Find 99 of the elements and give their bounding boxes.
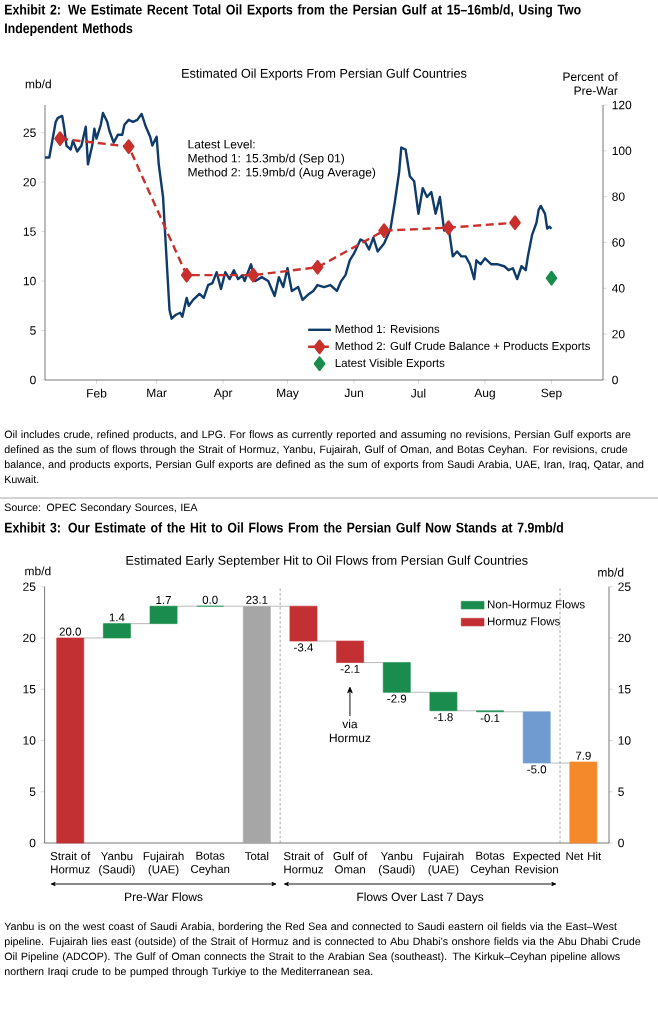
chart-title: Exhibit 2: We Estimate Recent Total Oil Exports from the Persian Gulf at 15–16mb/d, Using Two Independent Methods xyxy=(5,4,581,36)
x-tick-label: May xyxy=(277,388,299,400)
x-tick-label: Strait of Hormuz xyxy=(50,851,91,874)
y2-tick-label: 15 xyxy=(618,685,631,694)
point xyxy=(54,131,66,146)
legend-label: Hormuz Flows xyxy=(487,616,560,626)
x-tick-label: Jul xyxy=(410,388,426,398)
text: Pre-War Flows xyxy=(125,892,203,902)
point xyxy=(247,267,259,283)
text: Flows Over Last 7 Days xyxy=(357,892,484,904)
y-tick-label: 25 xyxy=(23,582,36,591)
data-label: -2.1 xyxy=(340,664,360,673)
y2-axis-title: Percent of Pre-War xyxy=(563,72,618,95)
y-tick-label: 10 xyxy=(23,276,36,286)
y2-tick-label: 40 xyxy=(611,284,625,293)
y2-tick-label: 100 xyxy=(612,146,632,156)
x-tick-label: Botas Ceyhan xyxy=(470,851,510,876)
chart-subtitle: Estimated Oil Exports From Persian Gulf Countries xyxy=(182,68,467,81)
point xyxy=(378,223,390,238)
data-label: 7.9 xyxy=(575,751,591,760)
data-label: -5.0 xyxy=(527,765,547,774)
x-tick-label: Yanbu (Saudi) xyxy=(99,851,135,876)
data-label: -1.8 xyxy=(434,713,453,722)
data-label: -2.9 xyxy=(387,694,407,703)
y-tick-label: 25 xyxy=(23,128,36,137)
point xyxy=(311,259,324,275)
y2-tick-label: 5 xyxy=(618,787,624,796)
y2-tick-label: 120 xyxy=(612,100,632,110)
annotation: via Hormuz xyxy=(329,719,371,743)
chart-title: Exhibit 3: Our Estimate of the Hit to Oil Flows From the Persian Gulf Now Stands at 7.9mb/d xyxy=(5,522,563,533)
bar xyxy=(149,605,178,624)
y-tick-label: 15 xyxy=(23,227,36,236)
y-tick-label: 0 xyxy=(30,375,36,385)
point xyxy=(545,270,558,286)
x-tick-label: Jun xyxy=(344,388,363,398)
data-label: -0.1 xyxy=(480,714,500,723)
y2-tick-label: 0 xyxy=(612,375,618,385)
data-label: 1.4 xyxy=(109,613,125,622)
y-axis-title: mb/d xyxy=(25,566,51,576)
data-label: 20.0 xyxy=(59,627,81,636)
x-tick-label: Net Hit xyxy=(566,851,602,861)
x-tick-label: Total xyxy=(244,851,269,861)
x-tick-label: Botas Ceyhan xyxy=(191,851,230,876)
point xyxy=(509,215,521,231)
x-tick-label: Strait of Hormuz xyxy=(283,851,324,874)
bar xyxy=(569,761,598,844)
legend-label: Method 2: Gulf Crude Balance + Products Exports xyxy=(335,341,591,353)
data-label: 0.0 xyxy=(202,595,218,604)
y-tick-label: 20 xyxy=(23,633,36,643)
y-tick-label: 5 xyxy=(30,326,36,335)
y-axis-title: mb/d xyxy=(25,79,51,89)
y2-tick-label: 80 xyxy=(612,192,625,201)
point xyxy=(442,220,455,236)
y2-tick-label: 20 xyxy=(618,633,631,643)
x-tick-label: Fujairah (UAE) xyxy=(143,851,184,876)
x-tick-label: Fujairah (UAE) xyxy=(423,851,464,876)
y-tick-label: 10 xyxy=(23,736,36,745)
annotation: Latest Level: xyxy=(188,139,255,149)
bar xyxy=(103,623,131,639)
text: Yanbu is on the west coast of Saudi Arabia, bordering the Red Sea and connected to Saudi eastern oil fields via the East–West pipeline. Fujairah lies east (outside) of the Strait of Hormuz and is connected to Abu Dhabi’s onshore fields via the Abu Dhabi Crude Oil Pipeline (ADCOP). The Gulf of Oman connects the Strait to the Arabian Sea (southeast). The Kirkuk–Ceyhan pipeline allows northern Iraqi crude to be pumped through Turkiye to the Mediterranean sea. xyxy=(4,922,641,978)
source-note: Source: OPEC Secondary Sources, IEA xyxy=(4,503,198,514)
x-tick-label: Gulf of Oman xyxy=(333,851,368,874)
y-tick-label: 5 xyxy=(29,787,36,796)
data-label: -3.4 xyxy=(294,643,314,652)
data-label: 23.1 xyxy=(246,595,268,604)
y2-tick-label: 20 xyxy=(612,329,625,339)
legend-label: Non-Hormuz Flows xyxy=(487,600,585,609)
bar xyxy=(522,711,551,764)
x-tick-label: Mar xyxy=(147,388,167,398)
y-tick-label: 20 xyxy=(23,177,36,187)
x-tick-label: Aug xyxy=(474,388,495,400)
y2-tick-label: 0 xyxy=(618,838,624,848)
annotation: Method 1: 15.3mb/d (Sep 01) xyxy=(188,153,344,165)
bar xyxy=(382,662,411,693)
x-tick-label: Sep xyxy=(541,388,562,400)
bar xyxy=(336,640,364,663)
point xyxy=(180,267,193,283)
line-series xyxy=(43,111,553,320)
x-tick-label: Yanbu (Saudi) xyxy=(379,851,415,876)
y-tick-label: 0 xyxy=(29,838,36,848)
bar xyxy=(289,605,318,642)
data-label: 1.7 xyxy=(156,596,171,604)
x-tick-label: Feb xyxy=(87,388,107,398)
y2-axis-title: mb/d xyxy=(598,567,624,577)
legend-label: Method 1: Revisions xyxy=(335,324,440,334)
annotation: Method 2: 15.9mb/d (Aug Average) xyxy=(188,167,376,179)
point xyxy=(122,139,135,154)
bar xyxy=(429,691,458,712)
bar xyxy=(242,605,271,844)
x-tick-label: Expected Revision xyxy=(513,851,560,874)
legend-label: Latest Visible Exports xyxy=(335,358,445,370)
bar xyxy=(56,637,85,844)
chart-subtitle: Estimated Early September Hit to Oil Flows from Persian Gulf Countries xyxy=(126,555,528,568)
text: Oil includes crude, refined products, and LPG. For flows as currently reported and assuming no revisions, Persian Gulf exports are defined as the sum of flows through the Strait of Hormuz, Yanbu, Fujairah, Gulf of Oman, and Botas Ceyhan. For revisions, crude balance, and products exports, Persian Gulf exports are defined as the sum of exports from Saudi Arabia, UAE, Iran, Iraq, Qatar, and Kuwait. xyxy=(4,430,644,484)
y2-tick-label: 25 xyxy=(618,582,631,591)
y2-tick-label: 10 xyxy=(618,736,631,745)
y2-tick-label: 60 xyxy=(612,238,625,247)
x-tick-label: Apr xyxy=(213,388,233,400)
y-tick-label: 15 xyxy=(23,685,36,694)
